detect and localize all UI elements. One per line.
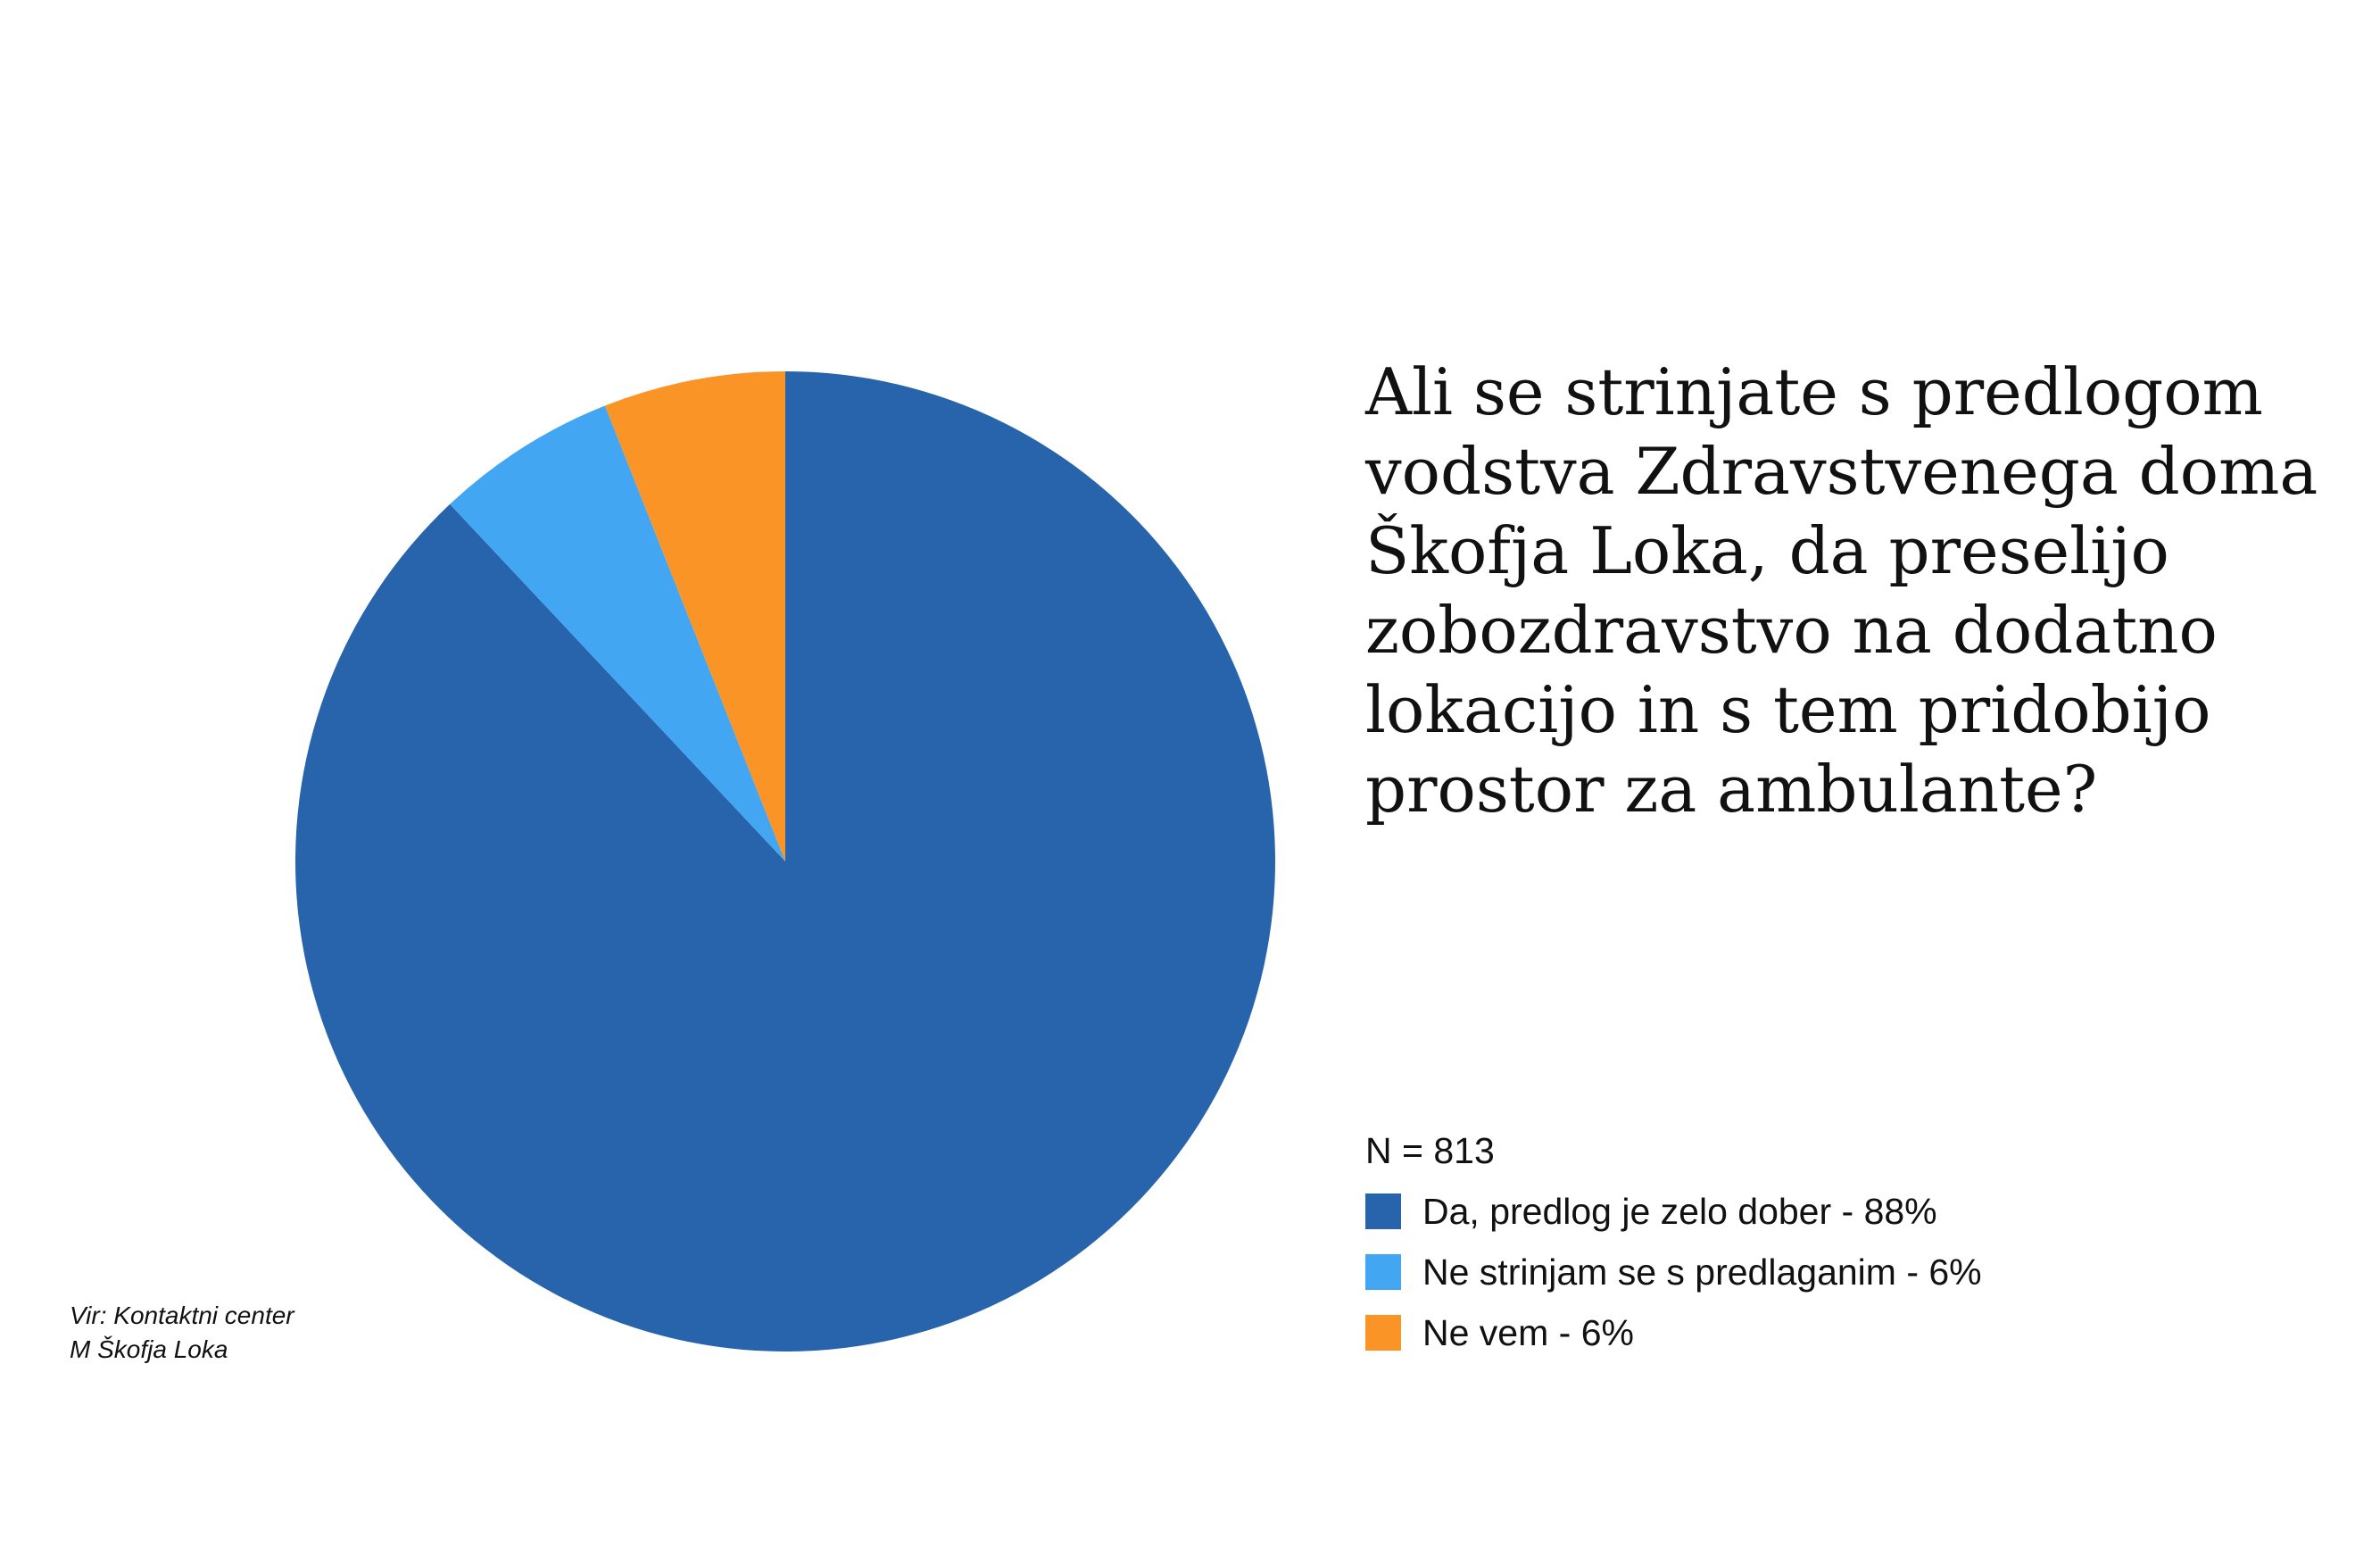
legend-item-ne-strinjam: Ne strinjam se s predlaganim - 6% <box>1365 1251 2258 1293</box>
chart-title-line: Ali se strinjate s predlogom <box>1365 354 2263 429</box>
legend-swatch-da <box>1365 1194 1401 1229</box>
legend-item-da: Da, predlog je zelo dober - 88% <box>1365 1190 2258 1233</box>
legend-item-ne-vem: Ne vem - 6% <box>1365 1311 2258 1354</box>
legend-label-ne-strinjam: Ne strinjam se s predlaganim - 6% <box>1422 1251 1982 1293</box>
source-note: Vir: Kontaktni center M Škofja Loka <box>70 1299 294 1367</box>
sample-size-label: N = 813 <box>1365 1130 1495 1171</box>
chart-title-line: zobozdravstvo na dodatno <box>1365 593 2218 668</box>
pie-chart <box>295 371 1276 1352</box>
source-line: Vir: Kontaktni center <box>70 1302 294 1329</box>
chart-title: Ali se strinjate s predlogom vodstva Zdr… <box>1365 353 2318 829</box>
chart-legend: N = 813 Da, predlog je zelo dober - 88% … <box>1365 1129 2258 1372</box>
chart-title-line: lokacijo in s tem pridobijo <box>1365 672 2211 747</box>
pie-slice-ne-vem <box>604 371 785 861</box>
chart-title-line: prostor za ambulante? <box>1365 752 2098 827</box>
chart-title-line: Škofja Loka, da preselijo <box>1365 513 2169 588</box>
chart-title-line: vodstva Zdravstvenega doma <box>1365 434 2318 509</box>
legend-label-da: Da, predlog je zelo dober - 88% <box>1422 1190 1937 1232</box>
pie-slice-da <box>295 371 1276 1352</box>
legend-swatch-ne-strinjam <box>1365 1254 1401 1290</box>
legend-swatch-ne-vem <box>1365 1315 1401 1351</box>
source-line: M Škofja Loka <box>70 1335 228 1363</box>
legend-label-ne-vem: Ne vem - 6% <box>1422 1311 1634 1353</box>
pie-slice-ne-strinjam <box>450 405 785 861</box>
